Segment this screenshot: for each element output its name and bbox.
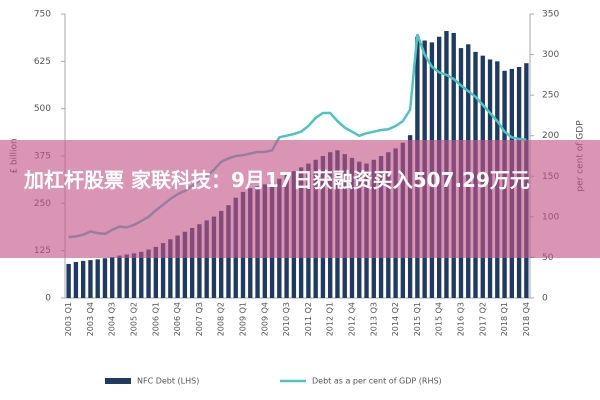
bar bbox=[73, 262, 79, 298]
y2-tick-label: 0 bbox=[542, 294, 548, 304]
bar bbox=[204, 220, 209, 298]
banner-text: 加杠杆股票 家联科技：9月17日获融资买入507.29万元 bbox=[24, 168, 530, 192]
bar bbox=[175, 235, 180, 298]
bar bbox=[66, 263, 71, 298]
bar bbox=[139, 251, 144, 298]
x-tick-label: 2006 Q1 bbox=[151, 302, 160, 336]
x-tick-label: 2005 Q2 bbox=[130, 302, 139, 336]
bar bbox=[117, 255, 122, 298]
x-tick-label: 2015 Q4 bbox=[435, 302, 444, 336]
bar bbox=[146, 249, 151, 298]
legend-label: NFC Debt (LHS) bbox=[137, 377, 199, 386]
x-tick-label: 2004 Q3 bbox=[108, 302, 117, 336]
bar bbox=[197, 224, 202, 298]
x-tick-label: 2012 Q1 bbox=[326, 302, 335, 336]
x-tick-label: 2009 Q4 bbox=[260, 302, 269, 336]
x-tick-label: 2018 Q4 bbox=[522, 302, 531, 336]
y-tick-label: 750 bbox=[34, 10, 51, 20]
x-tick-label: 2012 Q4 bbox=[347, 302, 356, 336]
banner: 加杠杆股票 家联科技：9月17日获融资买入507.29万元 bbox=[0, 140, 600, 258]
y-tick-label: 0 bbox=[45, 294, 51, 304]
bar bbox=[153, 246, 158, 298]
x-tick-label: 2009 Q1 bbox=[239, 302, 248, 336]
bar bbox=[102, 258, 108, 298]
legend-label: Debt as a per cent of GDP (RHS) bbox=[312, 377, 442, 386]
bar bbox=[124, 254, 129, 298]
bar bbox=[88, 260, 93, 298]
y-tick-label: 625 bbox=[34, 57, 51, 67]
legend-swatch bbox=[105, 378, 131, 384]
x-tick-label: 2003 Q1 bbox=[64, 302, 73, 336]
x-tick-label: 2011 Q2 bbox=[304, 302, 313, 336]
x-tick-label: 2010 Q3 bbox=[282, 302, 291, 336]
bar bbox=[110, 257, 115, 298]
y-tick-label: 500 bbox=[34, 104, 51, 114]
x-tick-label: 2015 Q1 bbox=[413, 302, 422, 336]
bar bbox=[160, 243, 166, 298]
y2-tick-label: 250 bbox=[542, 91, 559, 101]
bar bbox=[131, 253, 137, 298]
bar bbox=[80, 260, 86, 298]
x-tick-label: 2007 Q3 bbox=[195, 302, 204, 336]
bar bbox=[168, 239, 173, 298]
x-tick-label: 2008 Q2 bbox=[217, 302, 226, 336]
bar bbox=[95, 259, 100, 298]
x-tick-label: 2014 Q2 bbox=[391, 302, 400, 336]
x-tick-label: 2006 Q4 bbox=[173, 302, 182, 336]
x-tick-label: 2013 Q3 bbox=[369, 302, 378, 336]
x-tick-label: 2003 Q4 bbox=[86, 302, 95, 336]
x-tick-label: 2018 Q1 bbox=[500, 302, 509, 336]
y2-tick-label: 200 bbox=[542, 131, 559, 141]
x-tick-label: 2016 Q3 bbox=[456, 302, 465, 336]
y2-tick-label: 300 bbox=[542, 50, 559, 60]
x-tick-label: 2017 Q2 bbox=[478, 302, 487, 336]
bar bbox=[182, 231, 188, 298]
bar bbox=[189, 227, 195, 298]
y2-tick-label: 350 bbox=[542, 10, 559, 20]
